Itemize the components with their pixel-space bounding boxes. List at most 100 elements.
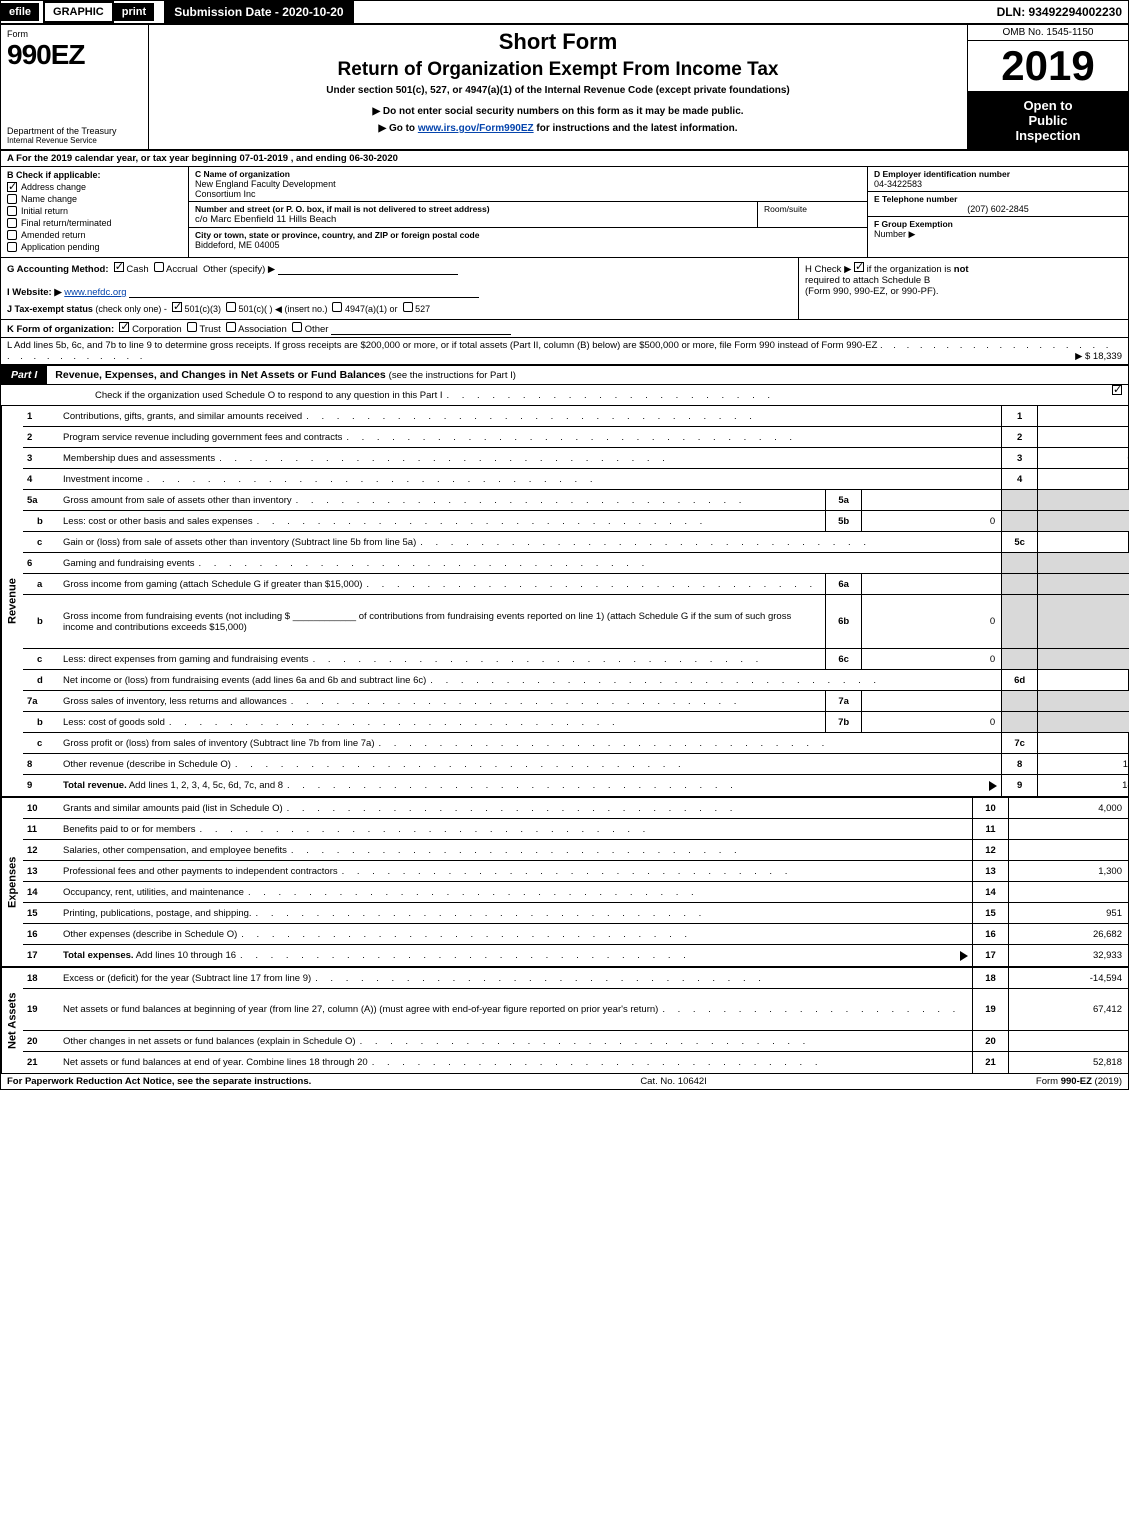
mini-line-number: 6c (825, 649, 861, 669)
line-number: 12 (23, 840, 59, 860)
line-row: 10Grants and similar amounts paid (list … (23, 798, 1128, 819)
part-i-tag: Part I (1, 366, 47, 384)
check-association[interactable] (226, 322, 236, 332)
label-name-change: Name change (21, 194, 77, 204)
c-name-label: C Name of organization (195, 169, 861, 179)
under-section: Under section 501(c), 527, or 4947(a)(1)… (157, 85, 959, 96)
check-cash[interactable] (114, 262, 124, 272)
f-group-cell: F Group Exemption Number ▶ (868, 217, 1128, 257)
check-initial-return[interactable] (7, 206, 17, 216)
check-application-pending[interactable] (7, 242, 17, 252)
check-accrual[interactable] (154, 262, 164, 272)
line-desc: Gross amount from sale of assets other t… (59, 490, 825, 510)
right-line-number (1001, 553, 1037, 573)
line-row: 15Printing, publications, postage, and s… (23, 903, 1128, 924)
line-row: 6Gaming and fundraising events. . . . . … (23, 553, 1129, 574)
h-not: not (954, 264, 969, 275)
right-line-value (1008, 1031, 1128, 1051)
line-desc: Program service revenue including govern… (59, 427, 1001, 447)
graphic-button[interactable]: GRAPHIC (43, 1, 114, 23)
line-desc: Gross income from fundraising events (no… (59, 595, 825, 648)
label-application-pending: Application pending (21, 242, 100, 252)
line-number: 4 (23, 469, 59, 489)
check-corporation[interactable] (119, 322, 129, 332)
line-row: dNet income or (loss) from fundraising e… (23, 670, 1129, 691)
line-desc: Net income or (loss) from fundraising ev… (59, 670, 1001, 690)
right-line-number: 16 (972, 924, 1008, 944)
j-note: (check only one) - (95, 304, 167, 314)
right-line-value (1037, 406, 1129, 426)
line-number: 1 (23, 406, 59, 426)
label-501c: 501(c)( ) (239, 304, 273, 314)
mini-line-value: 0 (861, 511, 1001, 531)
line-row: bLess: cost or other basis and sales exp… (23, 511, 1129, 532)
irs-label: Internal Revenue Service (7, 136, 142, 145)
d-ein: 04-3422583 (874, 179, 1122, 189)
check-schedule-o[interactable] (1112, 385, 1122, 395)
check-name-change[interactable] (7, 194, 17, 204)
line-desc: Gross income from gaming (attach Schedul… (59, 574, 825, 594)
label-cash: Cash (126, 264, 148, 275)
row-h: H Check ▶ if the organization is not req… (798, 258, 1128, 319)
check-final-return[interactable] (7, 218, 17, 228)
col-b-title: B Check if applicable: (7, 170, 182, 180)
line-row: 7aGross sales of inventory, less returns… (23, 691, 1129, 712)
line-desc: Less: cost of goods sold. . . . . . . . … (59, 712, 825, 732)
part-i-sub: (see the instructions for Part I) (389, 370, 516, 381)
line-number: 18 (23, 968, 59, 988)
label-other-method: Other (specify) ▶ (203, 264, 275, 275)
right-line-value (1037, 691, 1129, 711)
label-address-change: Address change (21, 182, 86, 192)
right-line-number (1001, 649, 1037, 669)
right-line-number (1001, 511, 1037, 531)
check-amended-return[interactable] (7, 230, 17, 240)
website-link[interactable]: www.nefdc.org (64, 287, 126, 298)
line-number: 3 (23, 448, 59, 468)
i-label: I Website: ▶ (7, 287, 62, 298)
line-row: 5aGross amount from sale of assets other… (23, 490, 1129, 511)
c-city-cell: City or town, state or province, country… (189, 228, 867, 252)
col-b-checkboxes: B Check if applicable: Address change Na… (1, 167, 189, 257)
right-line-value: 52,818 (1008, 1052, 1128, 1073)
right-line-number: 12 (972, 840, 1008, 860)
right-line-number: 3 (1001, 448, 1037, 468)
check-trust[interactable] (187, 322, 197, 332)
top-bar: efile GRAPHIC print Submission Date - 20… (1, 1, 1128, 25)
ssn-warning: ▶ Do not enter social security numbers o… (157, 106, 959, 117)
check-501c3[interactable] (172, 302, 182, 312)
check-501c[interactable] (226, 302, 236, 312)
line-row: bLess: cost of goods sold. . . . . . . .… (23, 712, 1129, 733)
line-number: 10 (23, 798, 59, 818)
right-line-number: 13 (972, 861, 1008, 881)
print-button[interactable]: print (114, 3, 154, 21)
line-number: 19 (23, 989, 59, 1030)
check-527[interactable] (403, 302, 413, 312)
irs-link[interactable]: www.irs.gov/Form990EZ (418, 123, 534, 134)
form-number: 990EZ (7, 39, 142, 71)
check-4947[interactable] (332, 302, 342, 312)
line-desc: Contributions, gifts, grants, and simila… (59, 406, 1001, 426)
line-desc: Gross profit or (loss) from sales of inv… (59, 733, 1001, 753)
label-other-org: Other (305, 324, 329, 335)
netassets-tab: Net Assets (1, 968, 23, 1073)
line-row: 11Benefits paid to or for members. . . .… (23, 819, 1128, 840)
d-label: D Employer identification number (874, 169, 1122, 179)
line-desc: Investment income. . . . . . . . . . . .… (59, 469, 1001, 489)
check-sched-b-not-required[interactable] (854, 262, 864, 272)
header-right: OMB No. 1545-1150 2019 Open to Public In… (968, 25, 1128, 149)
line-row: bGross income from fundraising events (n… (23, 595, 1129, 649)
h-text3: required to attach Schedule B (805, 275, 930, 286)
org-street: c/o Marc Ebenfield 11 Hills Beach (195, 214, 751, 225)
arrow-icon (960, 951, 968, 961)
line-number: 15 (23, 903, 59, 923)
line-row: 12Salaries, other compensation, and empl… (23, 840, 1128, 861)
dln-label: DLN: 93492294002230 (997, 5, 1128, 19)
label-initial-return: Initial return (21, 206, 68, 216)
efile-button[interactable]: efile (1, 3, 39, 21)
check-address-change[interactable] (7, 182, 17, 192)
right-line-number: 4 (1001, 469, 1037, 489)
right-line-number: 8 (1001, 754, 1037, 774)
line-desc: Less: direct expenses from gaming and fu… (59, 649, 825, 669)
line-number: d (23, 670, 59, 690)
check-other-org[interactable] (292, 322, 302, 332)
